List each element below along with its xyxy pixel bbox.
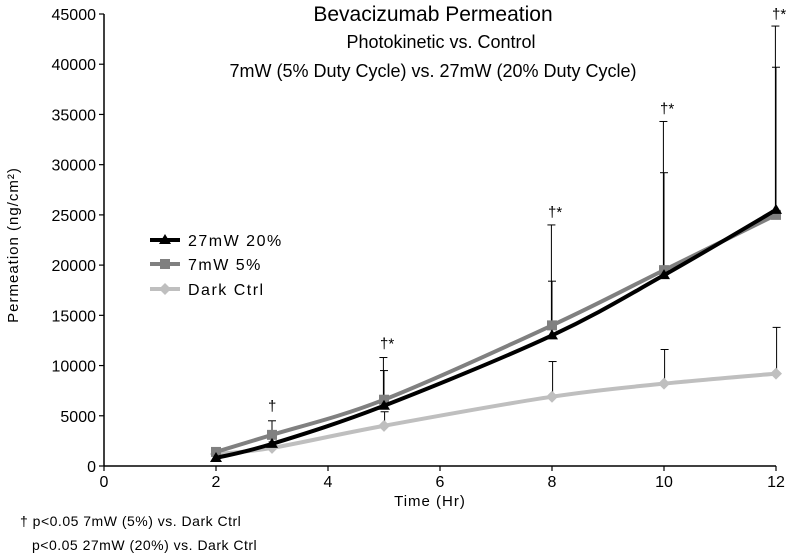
chart-subtitle-2: 7mW (5% Duty Cycle) vs. 27mW (20% Duty C… <box>229 61 636 81</box>
data-point-dark-ctrl <box>378 419 390 432</box>
data-point-dark-ctrl <box>770 367 782 380</box>
y-tick-label: 5000 <box>60 409 96 426</box>
y-tick-label: 0 <box>87 459 96 476</box>
significance-marker: †* <box>660 100 674 117</box>
chart-subtitle-1: Photokinetic vs. Control <box>346 32 535 52</box>
legend-marker-7mw <box>160 259 170 269</box>
data-point-7mw-5- <box>379 394 389 405</box>
chart: 0 2 4 6 8 10 12 0 5000 10000 15000 20000 25000 30000 3… <box>5 3 786 510</box>
data-point-dark-ctrl <box>658 377 670 390</box>
significance-marker: † <box>268 398 276 415</box>
x-tick-label: 8 <box>548 474 557 491</box>
y-tick-label: 15000 <box>52 308 97 325</box>
y-axis-title: Permeation (ng/cm²) <box>5 167 22 323</box>
y-tick-label: 35000 <box>52 107 97 124</box>
legend-label-dark: Dark Ctrl <box>188 282 265 299</box>
significance-marker: †* <box>380 335 394 352</box>
x-tick-label: 2 <box>212 474 221 491</box>
y-tick-label: 10000 <box>52 359 97 376</box>
ticks: 0 2 4 6 8 10 12 0 5000 10000 15000 20000 25000 30000 3… <box>52 7 786 491</box>
data-point-7mw-5- <box>547 320 557 331</box>
x-tick-label: 12 <box>767 474 785 491</box>
series-line-dark-ctrl <box>215 371 777 456</box>
series-lines <box>210 203 782 462</box>
data-point-dark-ctrl <box>546 390 558 403</box>
x-tick-label: 6 <box>436 474 445 491</box>
legend-marker-27mw <box>159 234 171 244</box>
x-tick-label: 0 <box>100 474 109 491</box>
error-bars <box>211 25 781 458</box>
y-tick-label: 25000 <box>52 208 97 225</box>
significance-marker: †* <box>772 6 786 23</box>
significance-marks: † †* †* †* †* <box>268 6 786 415</box>
data-point-27mw-20- <box>770 203 782 214</box>
x-tick-label: 4 <box>324 474 333 491</box>
data-point-7mw-5- <box>211 446 221 457</box>
legend: 27mW 20% 7mW 5% Dark Ctrl <box>150 233 283 299</box>
data-point-27mw-20- <box>546 329 558 340</box>
x-tick-label: 10 <box>655 474 673 491</box>
x-axis-title: Time (Hr) <box>394 493 466 510</box>
data-point-27mw-20- <box>378 399 390 410</box>
series-line-27mw-20- <box>215 208 778 460</box>
legend-label-27mw: 27mW 20% <box>188 233 283 250</box>
y-tick-label: 20000 <box>52 258 97 275</box>
legend-marker-dark <box>159 283 171 295</box>
data-point-7mw-5- <box>267 429 277 440</box>
footnote-dagger: † p<0.05 7mW (5%) vs. Dark Ctrl <box>20 513 242 529</box>
legend-label-7mw: 7mW 5% <box>188 257 262 274</box>
y-tick-label: 40000 <box>52 57 97 74</box>
data-point-27mw-20- <box>210 451 222 462</box>
footnote-asterisk: p<0.05 27mW (20%) vs. Dark Ctrl <box>32 537 258 553</box>
chart-title: Bevacizumab Permeation <box>313 3 552 26</box>
y-tick-label: 30000 <box>52 158 97 175</box>
significance-marker: †* <box>548 204 562 221</box>
data-point-7mw-5- <box>771 209 781 220</box>
y-tick-label: 45000 <box>52 7 97 24</box>
data-point-27mw-20- <box>658 269 670 280</box>
data-point-27mw-20- <box>266 437 278 448</box>
series-line-7mw-5- <box>215 213 777 454</box>
